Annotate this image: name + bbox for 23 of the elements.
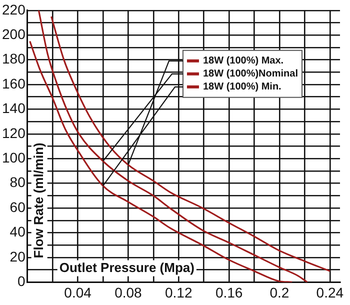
y-tick-label: 220 (2, 1, 26, 18)
y-tick-label: 60 (10, 198, 26, 215)
y-tick-label: 140 (2, 100, 26, 116)
y-tick-label: 180 (2, 50, 26, 67)
x-tick-label: 0.16 (215, 284, 243, 300)
x-tick-label: 0.2 (270, 284, 290, 300)
y-tick-label: 0 (18, 273, 26, 290)
y-tick-label: 40 (10, 224, 26, 240)
y-tick-label: 160 (2, 75, 26, 92)
x-tick-label: 0.12 (165, 284, 192, 300)
y-axis-title: Flow Rate (ml/min) (30, 142, 46, 258)
y-tick-label: 100 (2, 150, 26, 166)
legend-label: 18W (100%) Max. (202, 56, 284, 67)
legend-label: 18W (100%) Min. (202, 82, 282, 93)
y-tick-label: 120 (2, 124, 26, 141)
y-tick-label: 80 (10, 174, 26, 190)
y-tick-label: 200 (2, 26, 26, 42)
legend-label: 18W (100%)Nominal (202, 68, 298, 80)
x-tick-label: 0.24 (316, 284, 344, 300)
x-tick-label: 0.08 (114, 284, 142, 300)
x-tick-label: 0.04 (64, 284, 92, 300)
y-tick-label: 20 (10, 248, 26, 264)
x-axis-title: Outlet Pressure (Mpa) (59, 260, 194, 275)
